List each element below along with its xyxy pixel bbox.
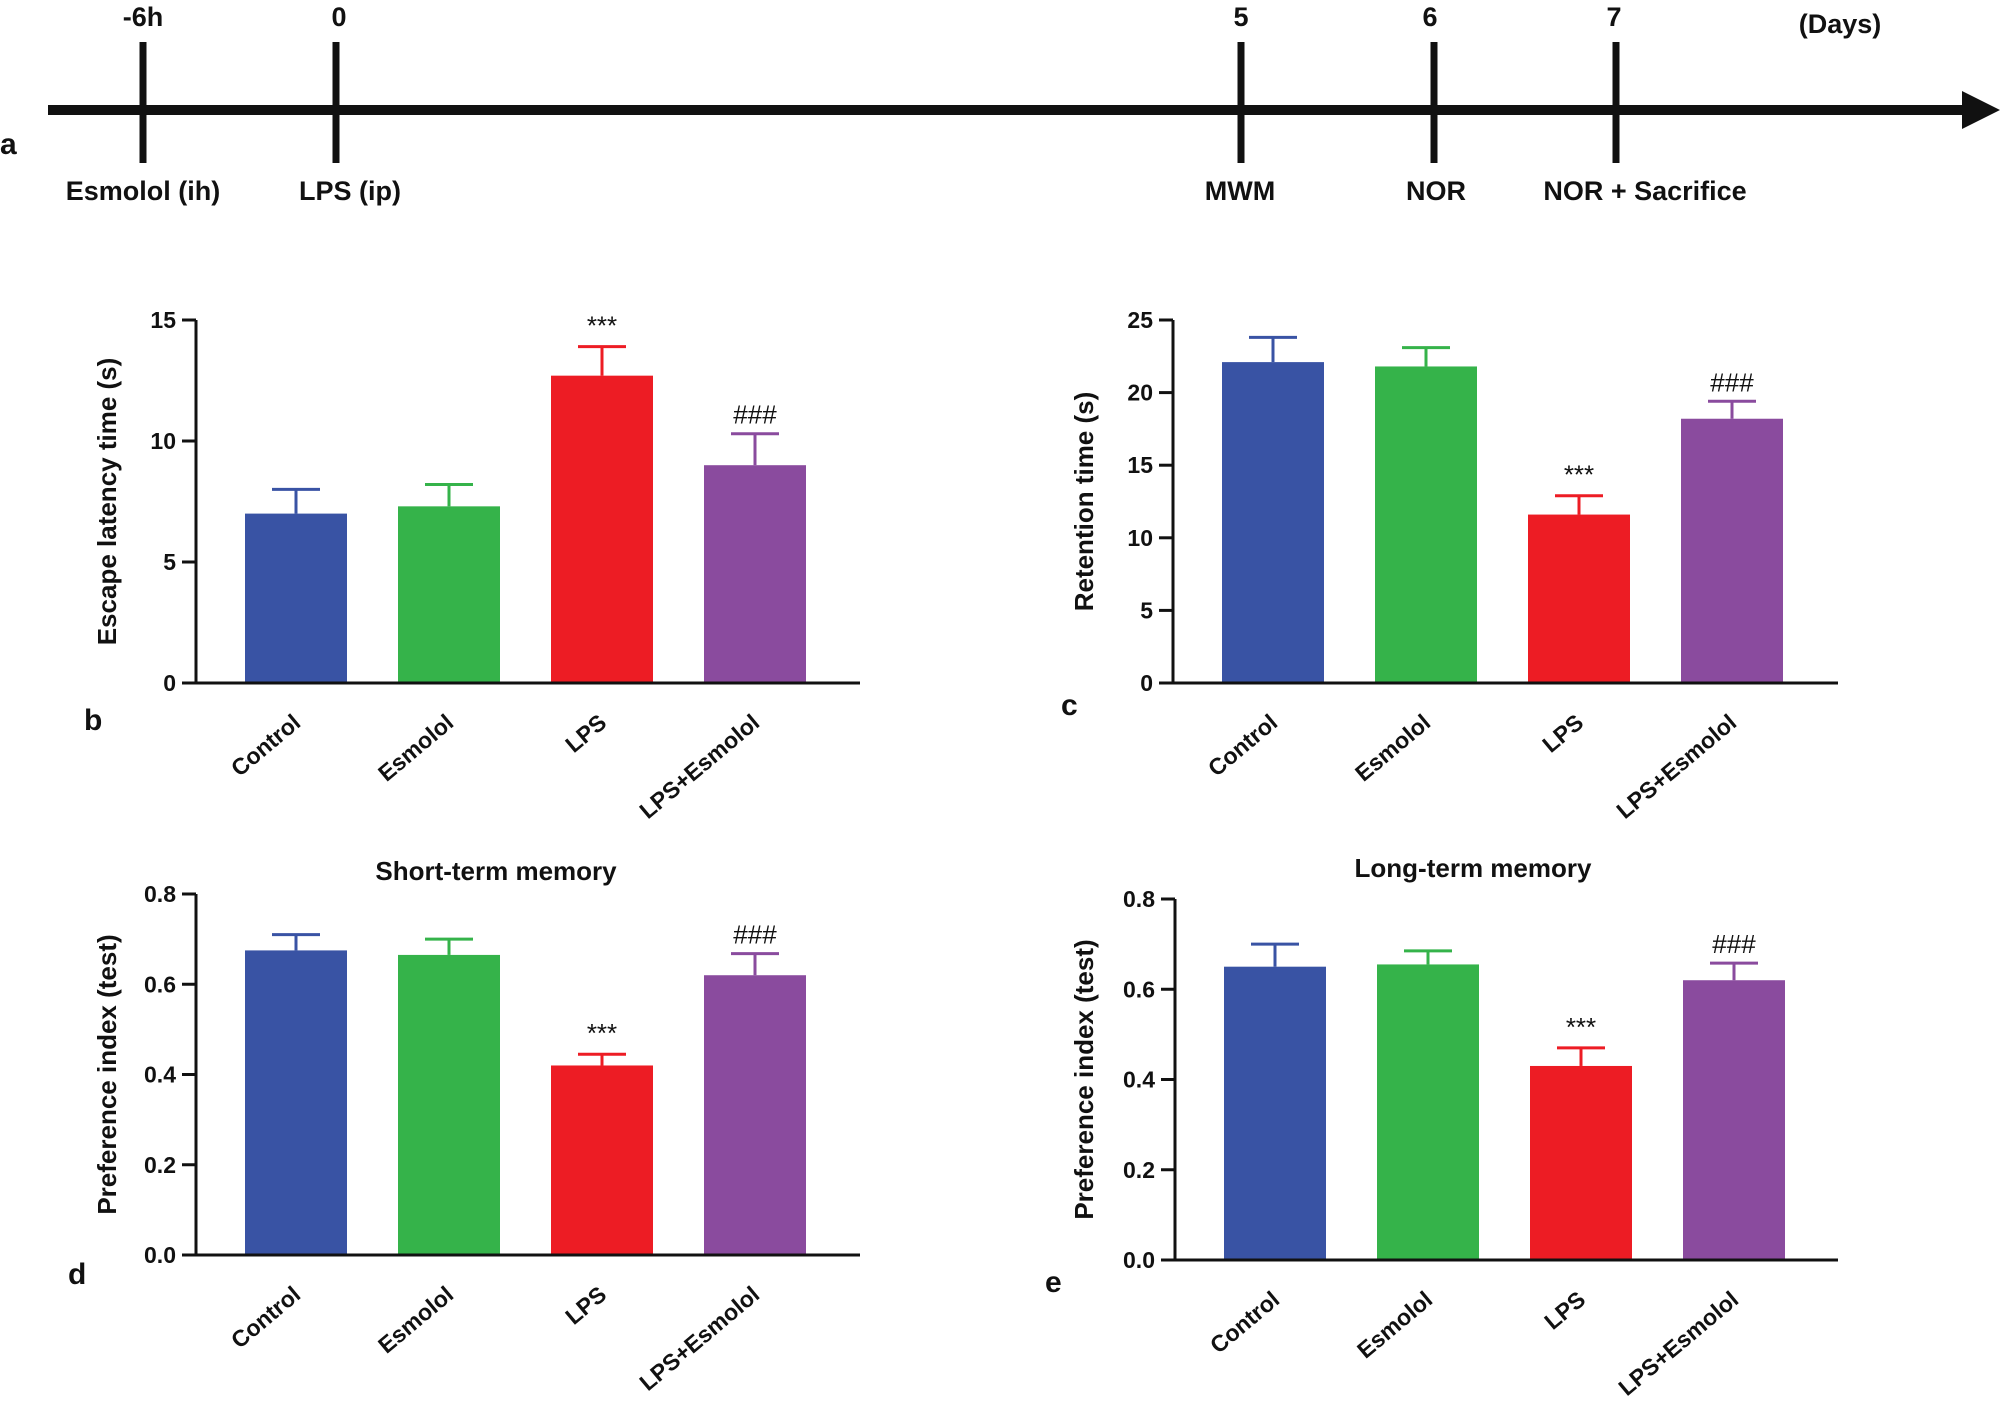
timeline-event: 0 LPS (ip) [299, 2, 401, 206]
timeline-event: -6h Esmolol (ih) [66, 2, 221, 206]
significance-marker: *** [587, 1018, 617, 1048]
timeline-arrow-head [1962, 91, 2000, 129]
timeline-event: 6 NOR [1406, 2, 1466, 206]
timeline-event-time: 5 [1233, 2, 1248, 32]
timeline-event-time: 0 [331, 2, 346, 32]
y-tick-label: 0.2 [144, 1152, 176, 1178]
y-tick-label: 5 [163, 549, 176, 575]
x-tick-label: Esmolol [373, 709, 458, 786]
chart-title: Short-term memory [375, 856, 617, 886]
bar-control [1224, 966, 1326, 1260]
bar-lps [551, 1065, 653, 1255]
bar-lps [1528, 514, 1630, 683]
x-tick-label: LPS [560, 1281, 611, 1330]
timeline-event-label: MWM [1205, 176, 1275, 206]
panel-letter-c: c [1061, 689, 1078, 722]
bar-control [245, 513, 347, 683]
significance-marker: *** [587, 311, 617, 341]
timeline-event-label: LPS (ip) [299, 176, 401, 206]
bar-esmolol [1377, 964, 1479, 1260]
significance-marker: ### [1712, 929, 1756, 959]
bar-lps-esmolol [1683, 980, 1785, 1260]
y-tick-label: 10 [1127, 525, 1153, 551]
y-tick-label: 10 [150, 428, 176, 454]
bar-lps-esmolol [1681, 418, 1783, 683]
bar-control [1222, 362, 1324, 683]
x-tick-label: LPS [560, 709, 611, 758]
x-tick-label: LPS+Esmolol [634, 1281, 764, 1396]
x-tick-label: Esmolol [373, 1281, 458, 1358]
panel-letter-a: a [0, 128, 17, 161]
x-tick-label: LPS+Esmolol [634, 709, 764, 824]
timeline-event-label: NOR + Sacrifice [1543, 176, 1746, 206]
y-tick-label: 15 [150, 307, 176, 333]
x-tick-label: Control [1203, 709, 1282, 781]
timeline-event: 7 NOR + Sacrifice [1543, 2, 1746, 206]
bar-esmolol [398, 954, 500, 1255]
significance-marker: ### [733, 400, 777, 430]
chart-title: Long-term memory [1355, 853, 1592, 883]
x-tick-label: LPS [1539, 1286, 1590, 1335]
bar-esmolol [398, 506, 500, 683]
timeline-event-time: 6 [1422, 2, 1437, 32]
timeline-panel: a (Days) -6h Esmolol (ih) 0 LPS (ip) 5 M… [0, 2, 2000, 206]
x-tick-label: Control [1205, 1286, 1284, 1358]
x-tick-label: Esmolol [1350, 709, 1435, 786]
y-axis-title: Retention time (s) [1069, 392, 1099, 612]
timeline-event-label: Esmolol (ih) [66, 176, 221, 206]
y-tick-label: 0.6 [1123, 976, 1155, 1002]
y-tick-label: 0 [1140, 670, 1153, 696]
x-tick-label: LPS [1537, 709, 1588, 758]
significance-marker: *** [1566, 1012, 1596, 1042]
timeline-event: 5 MWM [1205, 2, 1275, 206]
chart-panel-e: e Long-term memory Preference index (test)… [1045, 853, 1838, 1401]
y-tick-label: 0 [163, 670, 176, 696]
bar-lps-esmolol [704, 465, 806, 683]
bar-control [245, 950, 347, 1255]
chart-panel-b: b Escape latency time (s) Control Esmolol **… [84, 307, 860, 824]
y-tick-label: 0.8 [144, 881, 176, 907]
panel-letter-d: d [68, 1258, 86, 1291]
x-tick-label: Esmolol [1352, 1286, 1437, 1363]
y-tick-label: 0.8 [1123, 886, 1155, 912]
chart-panel-c: c Retention time (s) Control Esmolol *** LPS #… [1061, 307, 1838, 824]
timeline-event-time: 7 [1606, 2, 1621, 32]
y-axis-title: Preference index (test) [92, 934, 122, 1214]
y-tick-label: 0.6 [144, 971, 176, 997]
bar-lps-esmolol [704, 975, 806, 1255]
y-tick-label: 0.2 [1123, 1157, 1155, 1183]
y-tick-label: 5 [1140, 597, 1153, 623]
timeline-event-label: NOR [1406, 176, 1466, 206]
timeline-event-time: -6h [123, 2, 164, 32]
y-tick-label: 0.4 [144, 1062, 176, 1088]
y-axis-title: Preference index (test) [1069, 939, 1099, 1219]
y-tick-label: 0.0 [144, 1242, 176, 1268]
y-tick-label: 20 [1127, 380, 1153, 406]
y-tick-label: 0.0 [1123, 1247, 1155, 1273]
significance-marker: ### [733, 920, 777, 950]
bar-lps [551, 375, 653, 683]
x-tick-label: Control [226, 709, 305, 781]
y-tick-label: 25 [1127, 307, 1153, 333]
x-tick-label: Control [226, 1281, 305, 1353]
y-tick-label: 15 [1127, 452, 1153, 478]
x-tick-label: LPS+Esmolol [1613, 1286, 1743, 1401]
x-tick-label: LPS+Esmolol [1611, 709, 1741, 824]
timeline-unit-label: (Days) [1799, 9, 1882, 39]
y-tick-label: 0.4 [1123, 1067, 1155, 1093]
bar-lps [1530, 1065, 1632, 1260]
panel-letter-b: b [84, 704, 102, 737]
significance-marker: *** [1564, 460, 1594, 490]
chart-panel-d: d Short-term memory Preference index (test… [68, 856, 860, 1396]
bar-esmolol [1375, 366, 1477, 683]
y-axis-title: Escape latency time (s) [92, 358, 122, 646]
panel-letter-e: e [1045, 1266, 1062, 1299]
significance-marker: ### [1710, 367, 1754, 397]
